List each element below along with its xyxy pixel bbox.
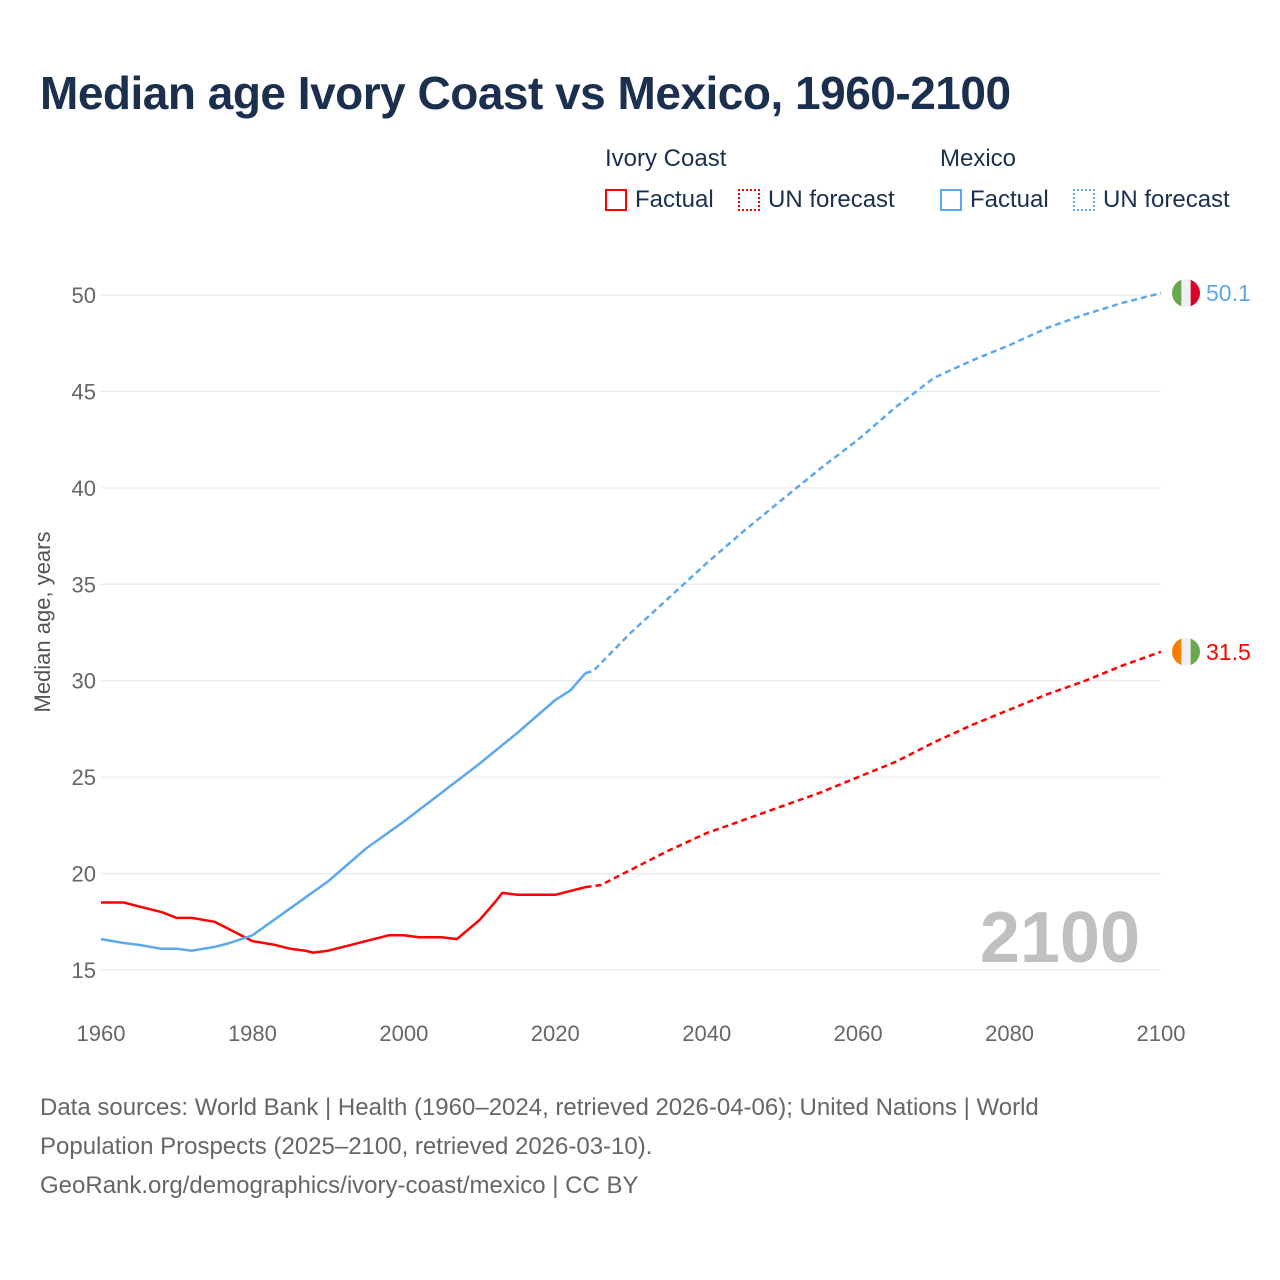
legend-swatch-dotted [738, 189, 760, 211]
flag-stripe [1172, 279, 1182, 308]
x-tick-label: 1960 [77, 1021, 126, 1046]
legend-label: UN forecast [768, 186, 895, 213]
y-tick-label: 35 [72, 572, 96, 597]
legend-label: Factual [635, 186, 714, 213]
legend-swatch-dotted [1073, 189, 1095, 211]
ivory-coast-forecast-line [585, 650, 1162, 889]
legend-swatch-solid [605, 189, 627, 211]
footer: Data sources: World Bank | Health (1960–… [40, 1088, 1190, 1205]
footer-credit-link[interactable]: GeoRank.org/demographics/ivory-coast/mex… [40, 1172, 639, 1199]
legend-label: Factual [970, 186, 1049, 213]
year-watermark: 2100 [980, 898, 1140, 978]
ivory-coast-flag-icon [1172, 637, 1200, 666]
flag-stripe [1190, 279, 1200, 308]
flag-stripe [1181, 279, 1192, 308]
y-tick-label: 45 [72, 379, 96, 404]
x-tick-label: 2040 [682, 1021, 731, 1046]
mexico-factual-line [100, 672, 587, 952]
y-tick-label: 15 [72, 958, 96, 983]
y-tick-label: 25 [72, 765, 96, 790]
legend-label: UN forecast [1103, 186, 1230, 213]
legend-swatch-solid [940, 189, 962, 211]
x-tick-label: 2000 [379, 1021, 428, 1046]
footer-source-line: Data sources: World Bank | Health (1960–… [40, 1094, 1039, 1121]
chart-title: Median age Ivory Coast vs Mexico, 1960-2… [40, 67, 1011, 119]
flag-stripe [1172, 637, 1182, 666]
mexico-end-value-label: 50.1 [1206, 280, 1251, 306]
mexico-forecast-line [585, 291, 1162, 675]
y-tick-label: 30 [72, 669, 96, 694]
legend-mexico-forecast[interactable]: UN forecast [1073, 186, 1230, 214]
legend-group-mexico: Mexico [940, 145, 1017, 172]
y-tick-label: 50 [72, 283, 96, 308]
x-tick-label: 1980 [228, 1021, 277, 1046]
x-tick-label: 2020 [531, 1021, 580, 1046]
mexico-flag-icon [1172, 279, 1200, 308]
legend-mexico-factual[interactable]: Factual [940, 186, 1049, 214]
x-tick-label: 2060 [834, 1021, 883, 1046]
flag-stripe [1181, 637, 1192, 666]
ivory-coast-factual-line [101, 885, 586, 954]
legend-group-ivory-coast: Ivory Coast [605, 145, 727, 172]
footer-source-line: Population Prospects (2025–2100, retriev… [40, 1133, 653, 1160]
flag-stripe [1190, 637, 1200, 666]
legend-ivory-coast-factual[interactable]: Factual [605, 186, 714, 214]
x-tick-label: 2080 [985, 1021, 1034, 1046]
legend-ivory-coast-forecast[interactable]: UN forecast [738, 186, 895, 214]
ivory-coast-end-value-label: 31.5 [1206, 639, 1251, 665]
y-tick-label: 40 [72, 476, 96, 501]
x-tick-label: 2100 [1137, 1021, 1186, 1046]
y-axis-label: Median age, years [30, 532, 55, 713]
y-tick-label: 20 [72, 862, 96, 887]
